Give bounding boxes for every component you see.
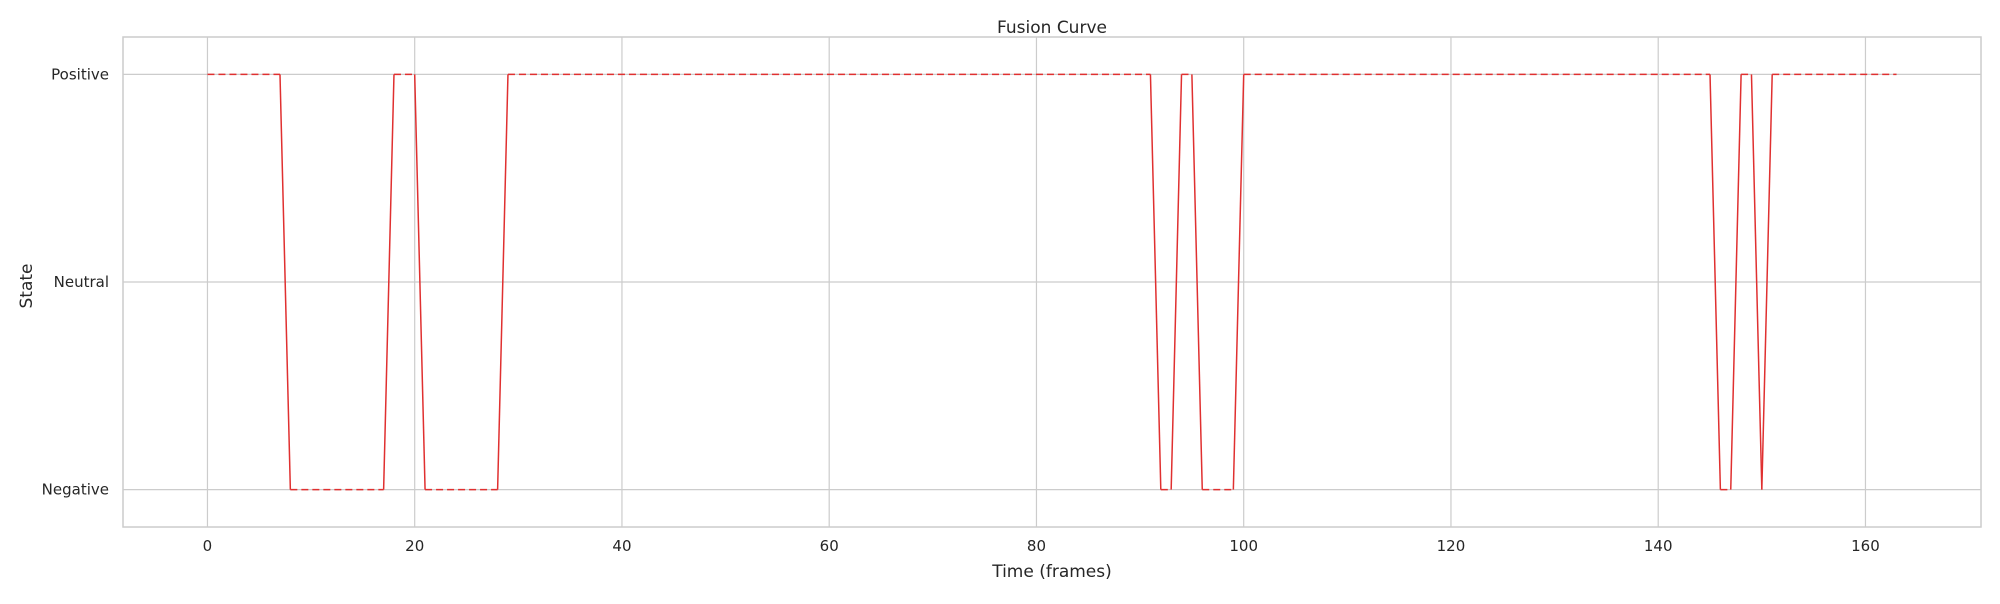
line-segment-solid <box>1232 74 1245 490</box>
line-segment-solid <box>1750 74 1763 490</box>
x-tick-labels: 0 20 40 60 80 100 120 140 160 <box>203 537 1880 555</box>
y-tick-label: Negative <box>42 481 109 499</box>
plot-frame <box>122 36 1982 528</box>
x-tick-label: 140 <box>1644 537 1673 555</box>
line-segment-solid <box>1761 74 1773 490</box>
x-tick-label: 60 <box>820 537 839 555</box>
grid <box>123 37 1981 527</box>
line-segment-solid <box>382 74 395 490</box>
y-axis-label: State <box>17 264 37 309</box>
line-segment-solid <box>1191 74 1204 490</box>
line-segment-solid <box>1730 74 1742 490</box>
y-tick-label: Positive <box>51 65 109 83</box>
line-segment-solid <box>1709 74 1722 490</box>
line-segment-solid <box>279 74 292 490</box>
y-tick-label: Neutral <box>54 273 109 291</box>
x-tick-label: 100 <box>1229 537 1258 555</box>
chart-title: Fusion Curve <box>997 18 1107 38</box>
line-segment-solid <box>413 74 426 490</box>
y-tick-labels: Negative Neutral Positive <box>42 65 109 498</box>
line-segment-solid <box>496 74 509 490</box>
x-tick-label: 160 <box>1851 537 1880 555</box>
x-axis-label: Time (frames) <box>991 562 1112 582</box>
x-tick-label: 0 <box>203 537 213 555</box>
x-tick-label: 80 <box>1027 537 1046 555</box>
series-fusion <box>207 73 1897 491</box>
x-tick-label: 120 <box>1437 537 1466 555</box>
x-tick-label: 20 <box>405 537 424 555</box>
x-tick-label: 40 <box>612 537 631 555</box>
line-segment-solid <box>1170 74 1183 490</box>
line-segment-solid <box>1149 74 1162 490</box>
